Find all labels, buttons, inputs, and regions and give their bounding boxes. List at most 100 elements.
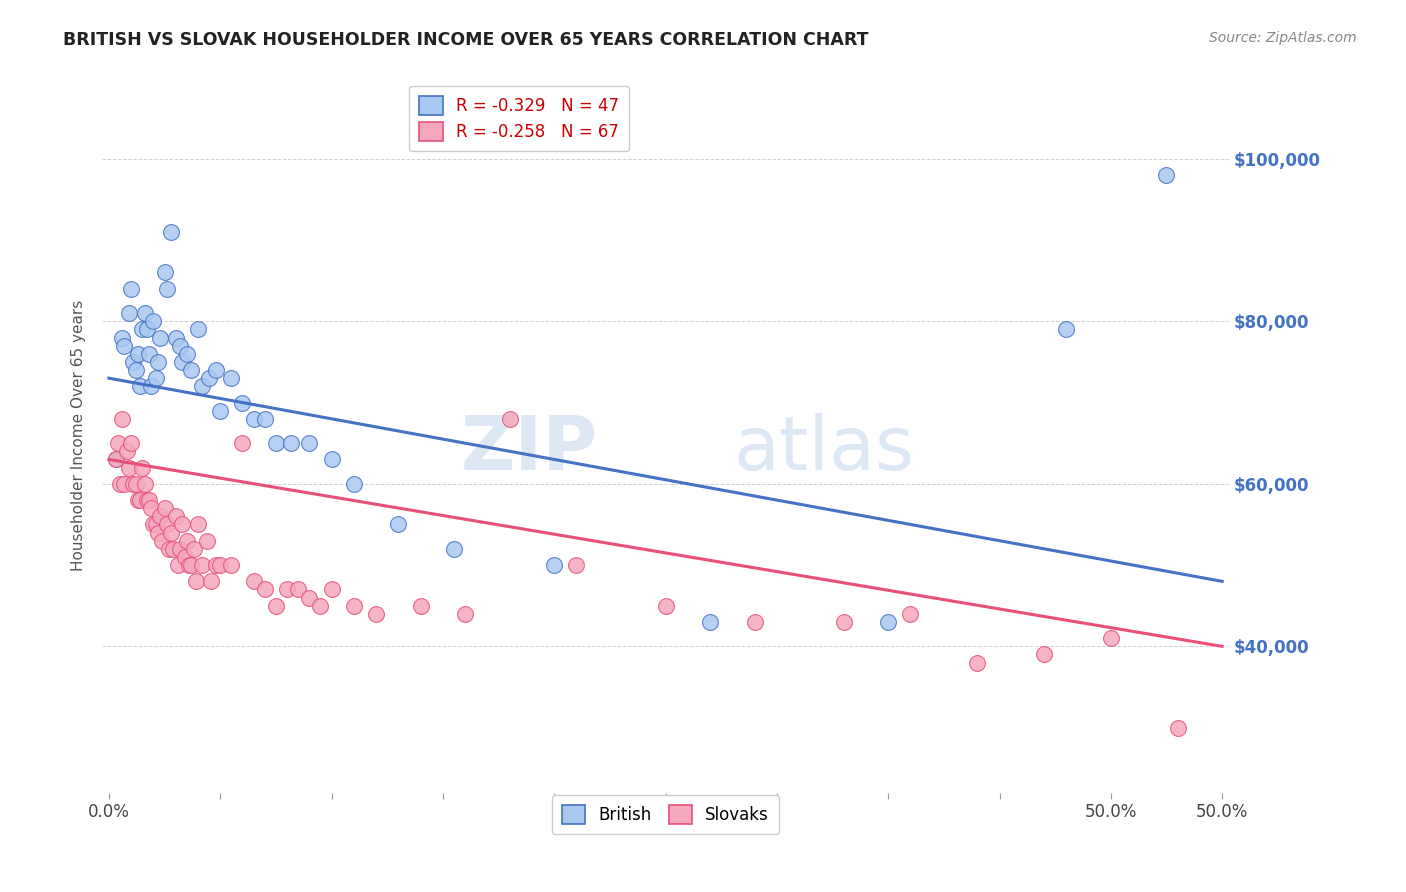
Point [160,525,183,540]
Legend: British, Slovaks: British, Slovaks [553,795,779,834]
Point [138,493,160,508]
Point [153,265,176,279]
Point [231,395,253,409]
Point [242,411,264,425]
Point [177,558,200,573]
Point [264,436,287,450]
Point [280,436,302,450]
Point [387,517,409,532]
Point [195,533,218,548]
Point [107,436,129,450]
Point [180,558,202,573]
Point [131,322,153,336]
Point [111,411,134,425]
Point [134,306,156,320]
Point [127,493,149,508]
Point [454,607,477,621]
Point [165,330,187,344]
Point [191,558,214,573]
Text: ZIP: ZIP [461,413,598,486]
Point [204,558,226,573]
Point [129,493,152,508]
Point [276,582,298,597]
Point [877,615,900,629]
Point [200,574,222,589]
Point [744,615,766,629]
Point [142,517,165,532]
Point [264,599,287,613]
Point [146,355,169,369]
Point [187,517,209,532]
Point [184,574,207,589]
Point [343,599,366,613]
Point [156,517,179,532]
Text: atlas: atlas [733,413,914,486]
Point [146,525,169,540]
Point [309,599,332,613]
Point [114,476,136,491]
Point [364,607,387,621]
Point [127,347,149,361]
Y-axis label: Householder Income Over 65 years: Householder Income Over 65 years [72,300,86,571]
Point [176,533,198,548]
Point [134,476,156,491]
Point [298,436,321,450]
Point [409,599,432,613]
Point [160,225,183,239]
Point [104,452,127,467]
Text: Source: ZipAtlas.com: Source: ZipAtlas.com [1209,31,1357,45]
Point [176,347,198,361]
Point [108,476,131,491]
Point [1156,168,1178,182]
Point [104,452,127,467]
Point [183,541,205,556]
Point [498,411,520,425]
Point [169,338,191,352]
Point [221,371,243,385]
Point [169,541,191,556]
Point [120,282,142,296]
Point [1054,322,1077,336]
Point [131,460,153,475]
Point [115,444,138,458]
Point [141,379,163,393]
Point [120,436,142,450]
Point [298,591,321,605]
Point [204,363,226,377]
Point [287,582,309,597]
Point [138,347,160,361]
Point [124,363,146,377]
Point [565,558,588,573]
Point [145,517,167,532]
Point [253,582,276,597]
Point [173,549,195,564]
Point [111,330,134,344]
Point [832,615,855,629]
Point [157,541,180,556]
Point [142,314,165,328]
Point [135,322,157,336]
Point [443,541,465,556]
Point [343,476,366,491]
Point [156,282,179,296]
Point [253,411,276,425]
Point [1167,721,1189,735]
Point [321,582,343,597]
Point [1033,648,1056,662]
Point [209,558,232,573]
Point [191,379,214,393]
Point [321,452,343,467]
Point [165,509,187,524]
Point [242,574,264,589]
Point [141,501,163,516]
Point [221,558,243,573]
Point [209,403,232,417]
Point [149,509,172,524]
Point [118,460,141,475]
Point [966,656,988,670]
Text: BRITISH VS SLOVAK HOUSEHOLDER INCOME OVER 65 YEARS CORRELATION CHART: BRITISH VS SLOVAK HOUSEHOLDER INCOME OVE… [63,31,869,49]
Point [699,615,721,629]
Point [118,306,141,320]
Point [162,541,184,556]
Point [167,558,190,573]
